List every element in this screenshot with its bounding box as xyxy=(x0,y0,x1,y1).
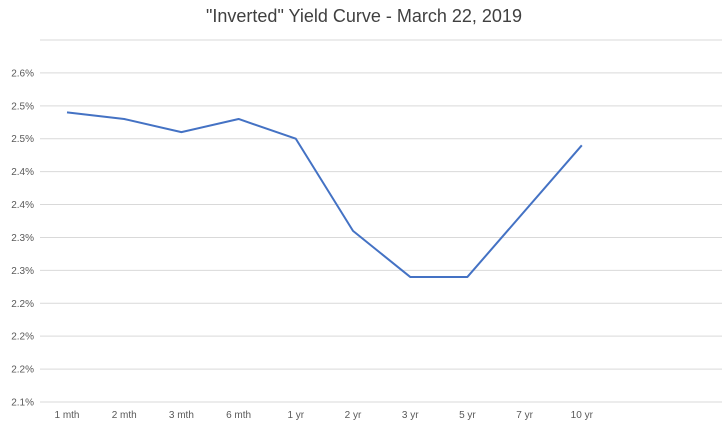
y-axis-ticks: 2.1% 2.2% 2.2% 2.2% 2.3% 2.3% 2.4% 2.4% 2.5% 2.5%… xyxy=(11,68,34,408)
gridlines xyxy=(40,39,722,403)
y-tick-label: 2.2% xyxy=(11,332,34,343)
series-line xyxy=(66,111,583,278)
x-tick-label: 7 yr xyxy=(516,410,533,421)
y-tick-label: 2.2% xyxy=(11,299,34,310)
y-tick-label: 2.4% xyxy=(11,167,34,178)
x-tick-label: 3 yr xyxy=(402,410,419,421)
x-tick-label: 1 mth xyxy=(54,410,79,421)
x-tick-label: 2 yr xyxy=(345,410,362,421)
y-tick-label: 2.3% xyxy=(11,233,34,244)
chart-title: "Inverted" Yield Curve - March 22, 2019 xyxy=(206,6,522,26)
x-tick-label: 3 mth xyxy=(169,410,194,421)
y-tick-label: 2.3% xyxy=(11,266,34,277)
x-tick-label: 5 yr xyxy=(459,410,476,421)
x-tick-label: 10 yr xyxy=(571,410,594,421)
y-tick-label: 2.5% xyxy=(11,134,34,145)
x-tick-label: 1 yr xyxy=(287,410,304,421)
y-tick-label: 2.6% xyxy=(11,68,34,79)
y-tick-label: 2.1% xyxy=(11,398,34,409)
y-tick-label: 2.4% xyxy=(11,200,34,211)
x-axis-ticks: 1 mth 2 mth 3 mth 6 mth 1 yr 2 yr 3 yr 5 yr 7 yr… xyxy=(54,410,593,421)
y-tick-label: 2.2% xyxy=(11,365,34,376)
x-tick-label: 2 mth xyxy=(112,410,137,421)
y-tick-label: 2.5% xyxy=(11,101,34,112)
x-tick-label: 6 mth xyxy=(226,410,251,421)
series-layer xyxy=(66,111,583,278)
